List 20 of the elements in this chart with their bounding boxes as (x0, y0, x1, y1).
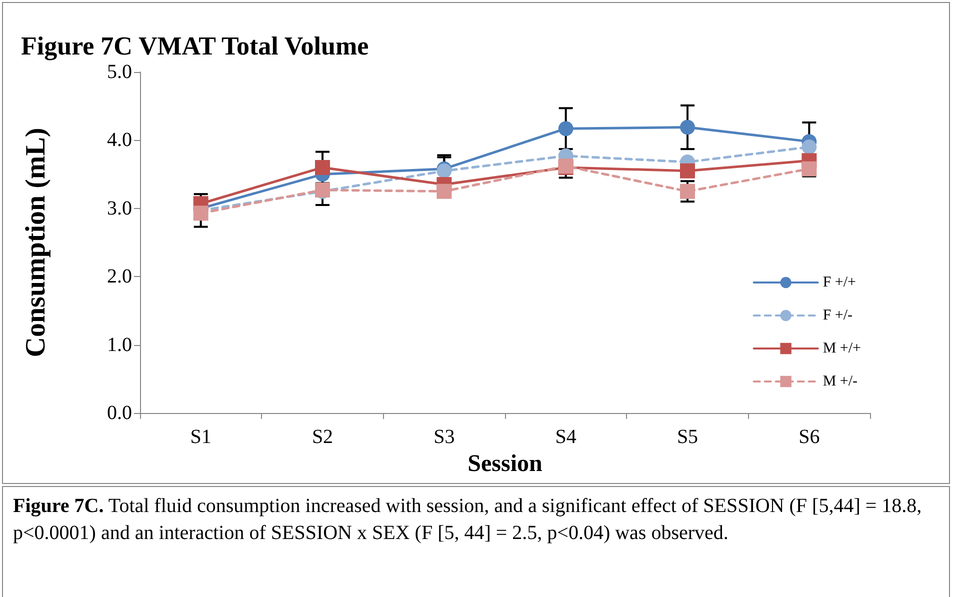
x-axis-title: Session (468, 450, 542, 477)
y-tick-label: 3.0 (107, 197, 132, 220)
x-tick-label: S1 (190, 426, 212, 448)
legend-label: F +/+ (822, 274, 856, 290)
y-tick-label: 2.0 (107, 266, 132, 288)
legend-label: M +/- (822, 374, 858, 390)
chart-title: Figure 7C VMAT Total Volume (21, 32, 369, 60)
x-tick-label: S5 (676, 426, 698, 448)
y-tick-label: 1.0 (107, 334, 132, 356)
y-tick-label: 4.0 (107, 129, 132, 152)
x-tick-label: S3 (434, 426, 455, 448)
x-tick-label: S6 (798, 426, 820, 448)
caption: Figure 7C. Total fluid consumption increased with session, and a significant effect of SESSION (F [5,44] = 18.8, p<0.0001) and an interaction of SESSION x SEX (F [5, 44] = 2.5, p<0.04) was observed. (13, 494, 923, 546)
x-tick-label: S4 (555, 426, 576, 448)
y-axis-title: Consumption (mL) (20, 128, 52, 358)
y-tick-label: 0.0 (107, 402, 132, 424)
y-tick-label: 5.0 (107, 61, 132, 83)
legend-label: M +/+ (822, 340, 862, 356)
legend-label: F +/- (822, 308, 853, 324)
x-tick-label: S2 (312, 426, 334, 448)
